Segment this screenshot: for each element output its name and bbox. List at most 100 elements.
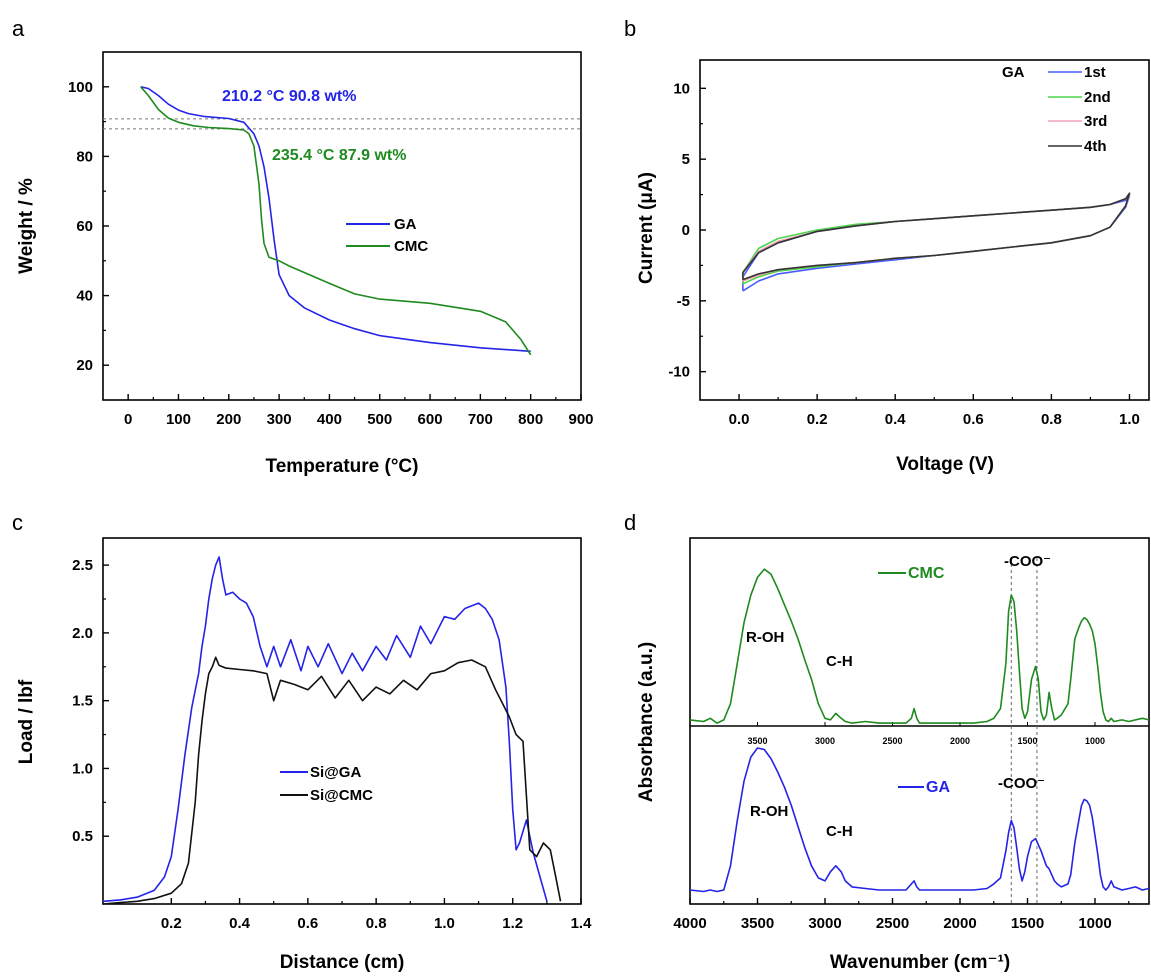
y-tick-label: 100 [68,79,93,96]
x-tick-label: 0.0 [729,411,750,428]
legend-title-b: GA [1002,64,1025,81]
series-line-1st [742,195,1131,292]
x-tick-label: 3000 [808,915,841,932]
panel-b: b 0.0 0.2 0.4 0.6 0.8 1.0 -10 -5 0 5 10 GA 1st 2n… [624,16,1150,475]
y-tick-label: 20 [76,357,93,374]
panel-a: a 0 100 200 300 400 500 600 700 800 900 20 40 60 80 1… [12,16,594,477]
y-ticks-a: 20 40 60 80 100 [68,79,109,374]
inner-x-tick-label: 1500 [1017,736,1037,746]
x-tick-label: 1500 [1011,915,1044,932]
y-axis-title-c: Load / lbf [16,679,37,764]
legend-d-ga: GA [898,779,950,796]
y-tick-label: 0.5 [72,828,93,845]
x-tick-label: 0.2 [161,915,182,932]
label-roh-ga: R-OH [750,803,788,820]
x-tick-label: 2000 [943,915,976,932]
panel-label-c: c [12,510,23,535]
x-tick-label: 200 [216,411,241,428]
x-tick-label: 500 [367,411,392,428]
y-tick-label: 10 [673,80,690,97]
y-tick-label: 2.5 [72,557,93,574]
x-tick-label: 400 [317,411,342,428]
reference-lines-a [103,118,581,130]
x-ticks-b: 0.0 0.2 0.4 0.6 0.8 1.0 [729,394,1140,428]
reference-lines-d [1010,558,1038,904]
x-tick-label: 0.4 [885,411,907,428]
series-group-a [140,86,532,356]
x-tick-label: 1.2 [502,915,523,932]
legend-label-ga-d: GA [926,779,950,796]
series-line-si-cmc [102,656,562,905]
x-ticks-c: 0.2 0.4 0.6 0.8 1.0 1.2 1.4 [161,898,592,932]
inner-x-tick-label: 3500 [747,736,767,746]
y-tick-label: 1.0 [72,760,93,777]
y-tick-label: 40 [76,288,93,305]
inner-x-ticks-d: 3500 3000 2500 2000 1500 1000 [747,722,1105,746]
x-tick-label: 700 [468,411,493,428]
legend-label-cmc-d: CMC [908,565,945,582]
legend-label-1st: 1st [1084,64,1106,81]
x-tick-label: 4000 [673,915,706,932]
x-tick-label: 0.2 [807,411,828,428]
series-line-4th [742,192,1131,281]
y-tick-label: 80 [76,148,93,165]
x-ticks-a: 0 100 200 300 400 500 600 700 800 900 [124,394,594,428]
annotation-cmc: 235.4 °C 87.9 wt% [272,147,406,164]
plot-frame-d [689,537,1150,905]
inner-x-tick-label: 3000 [815,736,835,746]
series-line-cmc [140,86,532,356]
x-tick-label: 0.6 [963,411,984,428]
legend-b: GA 1st 2nd 3rd 4th [1002,64,1111,155]
legend-c: Si@GA Si@CMC [280,764,373,804]
x-tick-label: 0.8 [1041,411,1062,428]
series-line-ga [140,86,531,353]
spectrum-line-ga [689,747,1150,893]
x-tick-label: 0.4 [229,915,251,932]
panel-d: d 3500 3000 2500 2000 1500 1000 4000 3500 3000 2… [624,510,1150,973]
series-group-d [689,568,1150,893]
legend-label-2nd: 2nd [1084,89,1111,106]
series-group-b [742,192,1131,292]
y-ticks-c: 0.5 1.0 1.5 2.0 2.5 [72,557,109,845]
series-group-c [102,556,562,905]
y-tick-label: 1.5 [72,693,93,710]
legend-label-4th: 4th [1084,138,1107,155]
y-tick-label: 5 [682,151,690,168]
plot-frame-c [102,537,582,905]
label-ch-ga: C-H [826,823,853,840]
x-tick-label: 300 [267,411,292,428]
annotation-ga: 210.2 °C 90.8 wt% [222,88,356,105]
y-axis-title-b: Current (μA) [636,172,657,284]
label-coo-cmc: -COO⁻ [1004,553,1051,570]
x-tick-label: 800 [518,411,543,428]
y-tick-label: -10 [668,364,690,381]
x-tick-label: 1000 [1078,915,1111,932]
x-tick-label: 3500 [741,915,774,932]
label-ch-cmc: C-H [826,653,853,670]
legend-label-ga: GA [394,216,417,233]
x-tick-label: 1.0 [1119,411,1140,428]
legend-label-cmc: CMC [394,238,428,255]
x-tick-label: 900 [568,411,593,428]
legend-label-si-cmc: Si@CMC [310,787,373,804]
x-tick-label: 2500 [876,915,909,932]
x-ticks-d: 4000 3500 3000 2500 2000 1500 1000 [673,898,1130,932]
x-tick-label: 100 [166,411,191,428]
inner-x-tick-label: 2500 [882,736,902,746]
x-tick-label: 0.8 [366,915,387,932]
y-tick-label: -5 [677,293,690,310]
x-axis-title-a: Temperature (°C) [266,456,419,477]
label-roh-cmc: R-OH [746,629,784,646]
legend-a: GA CMC [346,216,428,255]
y-axis-title-a: Weight / % [16,178,37,274]
y-axis-title-d: Absorbance (a.u.) [636,642,657,802]
y-tick-label: 0 [682,222,690,239]
label-coo-ga: -COO⁻ [998,775,1045,792]
panel-label-a: a [12,16,25,41]
x-tick-label: 1.0 [434,915,455,932]
x-tick-label: 0 [124,411,132,428]
panel-c: c 0.2 0.4 0.6 0.8 1.0 1.2 1.4 0.51.01.52.02.5 … [12,510,592,973]
x-axis-title-b: Voltage (V) [896,454,994,475]
x-tick-label: 0.6 [297,915,318,932]
y-tick-label: 2.0 [72,625,93,642]
